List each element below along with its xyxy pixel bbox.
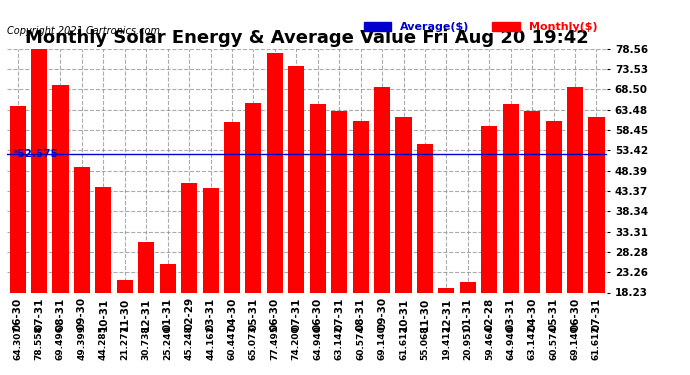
Text: 25.240: 25.240 xyxy=(164,326,172,360)
Text: 63.142: 63.142 xyxy=(528,326,537,360)
Bar xyxy=(138,242,155,366)
Bar xyxy=(310,104,326,366)
Bar xyxy=(267,53,283,366)
Bar xyxy=(503,104,519,366)
Bar xyxy=(159,264,176,366)
Text: 77.495: 77.495 xyxy=(270,325,279,360)
Bar xyxy=(203,188,219,366)
Bar xyxy=(52,86,68,366)
Bar xyxy=(374,87,390,366)
Title: Monthly Solar Energy & Average Value Fri Aug 20 19:42: Monthly Solar Energy & Average Value Fri… xyxy=(25,29,589,47)
Bar xyxy=(288,66,304,366)
Bar xyxy=(95,187,111,366)
Bar xyxy=(181,183,197,366)
Bar xyxy=(31,49,47,366)
Bar xyxy=(567,87,583,366)
Text: 21.277: 21.277 xyxy=(120,325,129,360)
Text: 69.140: 69.140 xyxy=(377,326,386,360)
Bar xyxy=(74,166,90,366)
Bar xyxy=(460,282,476,366)
Text: 69.496: 69.496 xyxy=(56,325,65,360)
Bar xyxy=(117,280,133,366)
Bar xyxy=(353,122,368,366)
Bar xyxy=(331,111,347,366)
Text: 69.140: 69.140 xyxy=(571,326,580,360)
Bar xyxy=(395,117,411,366)
Bar xyxy=(589,117,604,366)
Text: 64.307: 64.307 xyxy=(13,326,22,360)
Text: 61.612: 61.612 xyxy=(592,326,601,360)
Text: 55.068: 55.068 xyxy=(420,326,429,360)
Text: 19.412: 19.412 xyxy=(442,325,451,360)
Bar xyxy=(524,111,540,366)
Bar xyxy=(224,122,240,366)
Bar xyxy=(417,144,433,366)
Text: 49.399: 49.399 xyxy=(77,325,86,360)
Text: 64.940: 64.940 xyxy=(506,325,515,360)
Text: 78.558: 78.558 xyxy=(34,326,43,360)
Text: 63.142: 63.142 xyxy=(335,326,344,360)
Text: 60.447: 60.447 xyxy=(228,325,237,360)
Text: Copyright 2021 Cartronics.com: Copyright 2021 Cartronics.com xyxy=(7,26,160,36)
Bar xyxy=(10,106,26,366)
Bar xyxy=(438,288,455,366)
Text: 64.940: 64.940 xyxy=(313,325,322,360)
Text: 74.200: 74.200 xyxy=(292,326,301,360)
Legend: Average($), Monthly($): Average($), Monthly($) xyxy=(359,18,602,37)
Text: 44.162: 44.162 xyxy=(206,325,215,360)
Text: 60.574: 60.574 xyxy=(549,326,558,360)
Text: *52.575: *52.575 xyxy=(13,149,59,159)
Text: 59.464: 59.464 xyxy=(485,325,494,360)
Text: 20.951: 20.951 xyxy=(464,326,473,360)
Text: 45.248: 45.248 xyxy=(185,325,194,360)
Text: 60.574: 60.574 xyxy=(356,326,365,360)
Bar xyxy=(546,122,562,366)
Text: 61.612: 61.612 xyxy=(399,326,408,360)
Bar xyxy=(246,103,262,366)
Text: 65.073: 65.073 xyxy=(249,326,258,360)
Text: 44.285: 44.285 xyxy=(99,325,108,360)
Text: 30.738: 30.738 xyxy=(141,326,150,360)
Bar xyxy=(481,126,497,366)
